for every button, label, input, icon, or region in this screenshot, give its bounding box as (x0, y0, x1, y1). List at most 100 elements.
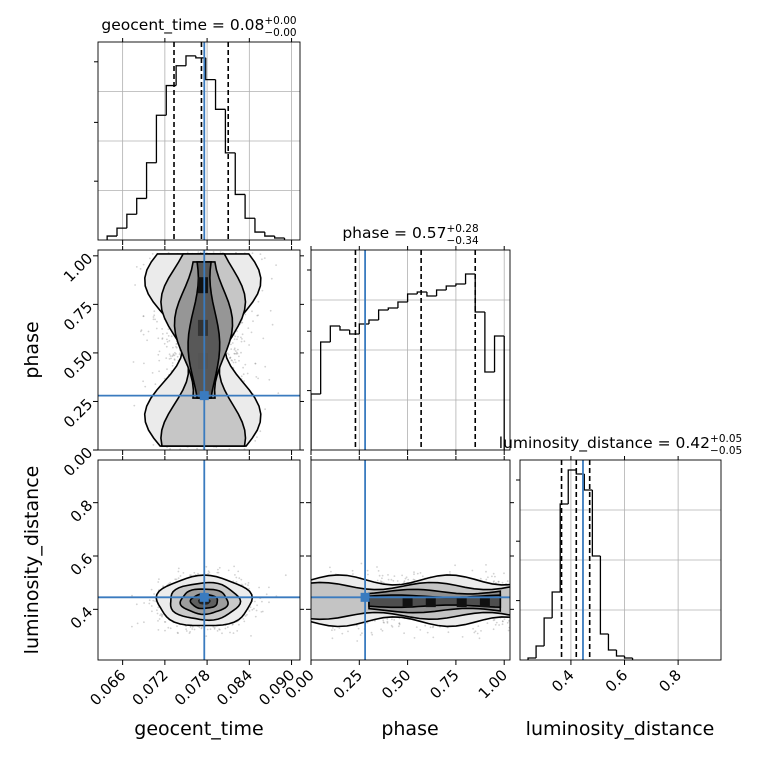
scatter-phase-geocent-point (219, 251, 222, 253)
scatter-phase-geocent-point (233, 352, 236, 355)
scatter-phase-geocent-point (142, 333, 145, 336)
title-main: phase = 0.57 (342, 224, 446, 242)
scatter-distance-geocent-point (256, 604, 258, 607)
scatter-distance-phase-point (471, 569, 474, 572)
scatter-distance-geocent-point (216, 630, 219, 632)
title-minus: −0.00 (264, 27, 296, 39)
scatter-distance-phase-point (382, 619, 385, 622)
scatter-phase-geocent-point (234, 335, 237, 338)
scatter-distance-geocent-point (248, 587, 251, 590)
scatter-phase-geocent-point (132, 361, 135, 363)
scatter-phase-geocent-point (257, 314, 259, 317)
scatter-distance-geocent-point (250, 635, 252, 637)
scatter-distance-phase-point (331, 637, 334, 640)
scatter-distance-geocent-point (197, 572, 199, 575)
hist-phase-bar (416, 291, 427, 294)
scatter-distance-phase-point (381, 577, 383, 580)
scatter-phase-geocent-point (247, 327, 250, 329)
scatter-phase-geocent-point (256, 436, 258, 438)
scatter-distance-geocent-point (151, 610, 153, 613)
scatter-phase-geocent-point (226, 352, 229, 355)
scatter-distance-geocent-point (238, 623, 240, 626)
scatter-distance-geocent-point (212, 625, 215, 628)
scatter-distance-geocent-point (177, 577, 180, 579)
scatter-phase-geocent-point (151, 372, 154, 374)
scatter-distance-phase-point (416, 572, 419, 575)
scatter-phase-geocent-point (259, 253, 262, 256)
scatter-phase-geocent-plot (98, 250, 300, 450)
scatter-distance-geocent-point (216, 571, 219, 574)
scatter-phase-geocent-point (154, 383, 157, 386)
scatter-distance-geocent-point (177, 570, 180, 573)
scatter-phase-geocent-frame (97, 249, 301, 451)
scatter-phase-geocent-point (242, 373, 245, 376)
hist-luminosity_distance-bar (623, 656, 633, 659)
scatter-phase-geocent-point (240, 351, 242, 354)
scatter-phase-geocent-point (277, 392, 280, 394)
hist-geocent_time-bar (145, 162, 157, 199)
scatter-distance-geocent-point (221, 632, 223, 635)
x-tick-label: 0.25 (330, 666, 366, 702)
scatter-phase-geocent-point (166, 340, 169, 343)
hist-phase-bar (311, 393, 321, 450)
hist-geocent_time-bar (274, 236, 285, 239)
hist-phase-bar (339, 326, 350, 331)
scatter-phase-geocent-point (168, 339, 171, 342)
scatter-distance-geocent-point (207, 570, 210, 573)
scatter-phase-geocent-point (179, 352, 182, 354)
scatter-distance-phase-point (419, 629, 422, 631)
scatter-distance-phase-point (493, 619, 496, 621)
scatter-distance-geocent-point (193, 571, 196, 574)
hist-phase-bar (387, 307, 398, 310)
hist-luminosity_distance-plot (520, 460, 721, 660)
scatter-phase-geocent-point (244, 313, 247, 316)
scatter-distance-phase-truth-marker (360, 592, 370, 602)
scatter-phase-geocent-point (139, 268, 142, 270)
scatter-distance-phase-plot (311, 460, 510, 660)
scatter-phase-geocent-point (134, 284, 137, 286)
y-tick-label: 0.4 (67, 603, 97, 633)
scatter-distance-phase-point (390, 624, 393, 627)
scatter-phase-geocent-point (234, 352, 236, 355)
scatter-distance-geocent-point (188, 632, 191, 634)
title-minus: −0.34 (446, 235, 478, 247)
title-plus: +0.28 (446, 223, 478, 235)
scatter-distance-phase-point (503, 618, 506, 621)
scatter-distance-phase-point (361, 632, 363, 635)
hist-luminosity_distance-bar (559, 503, 569, 592)
scatter-distance-geocent-point (148, 599, 151, 602)
scatter-distance-phase-point (398, 622, 401, 625)
scatter-distance-phase-point (360, 562, 363, 565)
scatter-phase-geocent-point (229, 356, 232, 359)
scatter-distance-phase-point (398, 622, 401, 625)
scatter-phase-geocent-point (212, 251, 215, 253)
scatter-phase-geocent-point (275, 264, 277, 266)
hist-luminosity_distance-bar (535, 645, 545, 658)
scatter-distance-geocent-point (254, 615, 257, 618)
scatter-phase-geocent-point (246, 372, 249, 375)
scatter-distance-phase-point (359, 634, 362, 636)
scatter-phase-geocent-point (149, 257, 151, 260)
scatter-distance-phase-point (391, 618, 393, 621)
title-minus: −0.05 (710, 445, 742, 457)
x-tick-label: 0.6 (602, 666, 632, 696)
scatter-distance-phase-point (405, 576, 408, 579)
scatter-distance-geocent-point (260, 611, 263, 613)
scatter-distance-geocent-point (200, 627, 203, 630)
hist-geocent_time-bar (195, 55, 206, 59)
scatter-phase-geocent-point (233, 338, 236, 341)
hist-geocent_time-bar (244, 194, 255, 219)
scatter-phase-geocent-point (248, 344, 251, 346)
scatter-phase-geocent-point (236, 338, 238, 341)
scatter-distance-phase-point (393, 619, 396, 621)
scatter-distance-phase-point (330, 570, 332, 573)
scatter-phase-geocent-point (251, 310, 253, 313)
scatter-distance-geocent-point (174, 578, 177, 581)
scatter-distance-geocent-point (169, 581, 172, 584)
scatter-distance-phase-point (404, 577, 407, 580)
scatter-distance-geocent-point (248, 610, 251, 612)
scatter-phase-geocent-point (157, 337, 160, 340)
scatter-distance-phase-point (421, 575, 424, 578)
scatter-distance-phase-density-peak (425, 598, 436, 608)
scatter-distance-phase-point (413, 571, 415, 573)
